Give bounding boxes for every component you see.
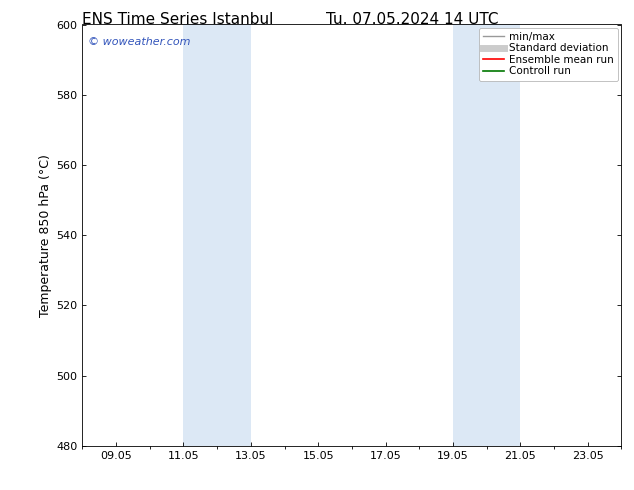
Text: © woweather.com: © woweather.com — [87, 37, 190, 47]
Y-axis label: Temperature 850 hPa (°C): Temperature 850 hPa (°C) — [39, 154, 52, 317]
Legend: min/max, Standard deviation, Ensemble mean run, Controll run: min/max, Standard deviation, Ensemble me… — [479, 27, 618, 81]
Bar — [183, 24, 251, 446]
Text: ENS Time Series Istanbul: ENS Time Series Istanbul — [82, 12, 273, 27]
Bar — [453, 24, 521, 446]
Text: Tu. 07.05.2024 14 UTC: Tu. 07.05.2024 14 UTC — [326, 12, 498, 27]
